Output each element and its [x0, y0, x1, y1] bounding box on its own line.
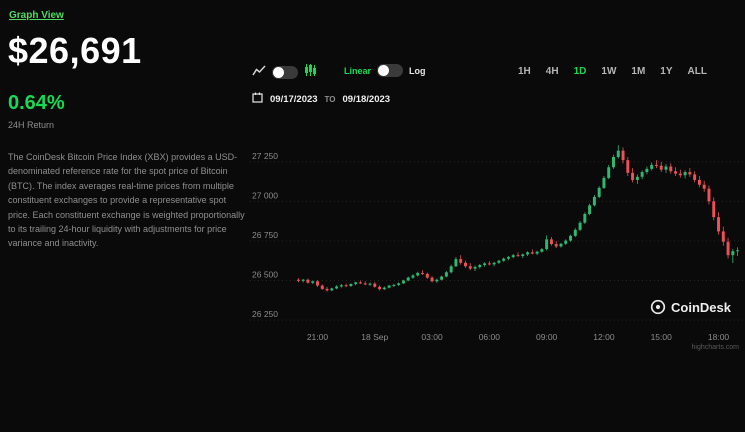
- coindesk-logo: CoinDesk: [650, 299, 731, 315]
- date-from-input[interactable]: 09/17/2023: [270, 93, 318, 105]
- highcharts-credit[interactable]: highcharts.com: [691, 344, 739, 351]
- svg-text:26 750: 26 750: [252, 230, 278, 240]
- svg-text:03:00: 03:00: [421, 332, 443, 342]
- line-chart-icon[interactable]: [252, 63, 266, 81]
- range-1d[interactable]: 1D: [573, 66, 587, 77]
- svg-text:06:00: 06:00: [479, 332, 501, 342]
- graph-view-link[interactable]: Graph View: [9, 10, 64, 21]
- date-to-input[interactable]: 09/18/2023: [342, 93, 391, 105]
- candlestick-icon[interactable]: [304, 63, 317, 81]
- candlestick-chart[interactable]: 27 250 27 000 26 750 26 500 26 250 21:00 18 Se…: [250, 132, 745, 347]
- linear-label[interactable]: Linear: [344, 65, 372, 76]
- svg-text:26 250: 26 250: [252, 309, 278, 319]
- scale-switch[interactable]: [377, 64, 404, 77]
- range-1h[interactable]: 1H: [518, 66, 531, 77]
- change-period-label: 24H Return: [8, 120, 55, 130]
- range-1w[interactable]: 1W: [601, 66, 617, 77]
- chart-area: 27 250 27 000 26 750 26 500 26 250 21:00 18 Se…: [250, 132, 745, 367]
- svg-text:09:00: 09:00: [536, 332, 558, 342]
- chart-type-switch[interactable]: [272, 65, 298, 79]
- price-value: $26,691: [8, 30, 142, 71]
- svg-text:15:00: 15:00: [651, 332, 673, 342]
- index-description: The CoinDesk Bitcoin Price Index (XBX) p…: [8, 152, 245, 249]
- svg-text:27 000: 27 000: [252, 190, 278, 200]
- range-1y[interactable]: 1Y: [660, 66, 673, 77]
- date-range-picker: 09/17/2023 TO 09/18/2023: [252, 92, 390, 106]
- coindesk-logo-text: CoinDesk: [671, 299, 731, 315]
- range-4h[interactable]: 4H: [545, 66, 559, 77]
- svg-text:12:00: 12:00: [593, 332, 615, 342]
- time-range-selector: 1H 4H 1D 1W 1M 1Y ALL: [518, 66, 707, 77]
- date-to-label: TO: [324, 94, 336, 104]
- svg-text:21:00: 21:00: [307, 332, 329, 342]
- chart-type-switch-knob[interactable]: [273, 66, 284, 78]
- svg-text:18 Sep: 18 Sep: [361, 332, 388, 342]
- svg-text:26 500: 26 500: [252, 270, 278, 280]
- scale-toggle: Linear Log: [344, 64, 426, 77]
- coindesk-logo-icon: [650, 299, 666, 315]
- log-label[interactable]: Log: [409, 65, 426, 76]
- svg-text:18:00: 18:00: [708, 332, 730, 342]
- scale-switch-knob[interactable]: [378, 65, 390, 76]
- chart-type-toggle: [252, 63, 317, 81]
- price-change-percent: 0.64%: [8, 92, 65, 114]
- svg-text:27 250: 27 250: [252, 151, 278, 161]
- range-all[interactable]: ALL: [687, 66, 707, 77]
- range-1m[interactable]: 1M: [631, 66, 646, 77]
- calendar-icon[interactable]: [252, 92, 263, 106]
